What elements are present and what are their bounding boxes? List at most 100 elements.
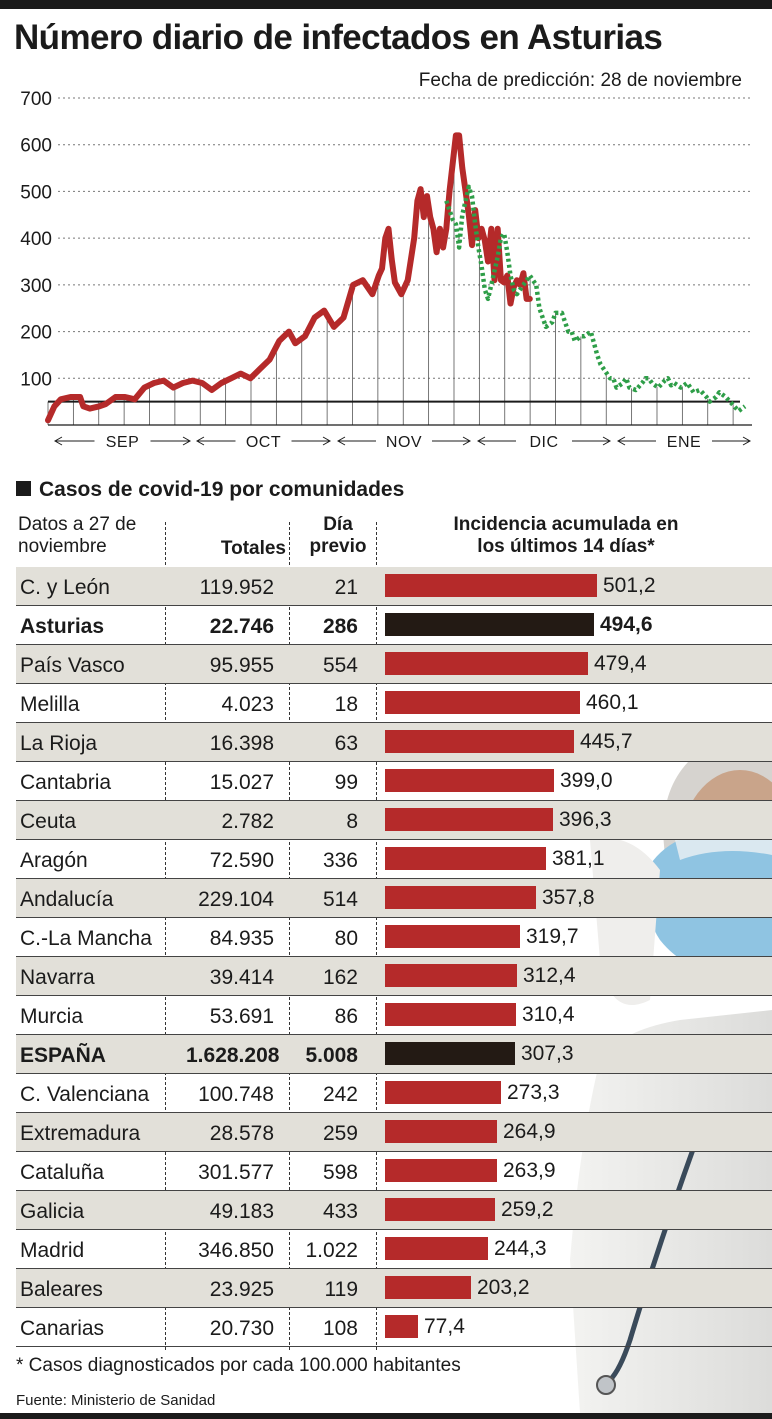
- infections-line-chart: 100 200 300 400 500 600 700 SEP OCT NOV DIC ENE: [20, 89, 752, 451]
- incidence-value: 203,2: [477, 1276, 530, 1299]
- table-row: País Vasco 95.955 554 479,4: [16, 645, 772, 684]
- community-name: C.-La Mancha: [20, 927, 152, 950]
- previous-day-cases: 80: [334, 927, 358, 950]
- arrow-right-icon: [322, 436, 332, 446]
- y-tick-label: 500: [20, 182, 52, 203]
- y-tick-label: 300: [20, 276, 52, 297]
- total-cases: 2.782: [221, 810, 274, 833]
- top-rule: [0, 0, 772, 9]
- incidence-value: 259,2: [501, 1198, 554, 1221]
- total-cases: 72.590: [209, 849, 274, 872]
- community-name: Baleares: [20, 1278, 103, 1301]
- previous-day-cases: 514: [322, 888, 358, 911]
- incidence-value: 460,1: [586, 691, 639, 714]
- section-title: Casos de covid-19 por comunidades: [16, 478, 404, 502]
- y-tick-label: 100: [20, 369, 52, 390]
- table-row: ESPAÑA 1.628.208 5.008 307,3: [16, 1035, 772, 1074]
- table-row: Aragón 72.590 336 381,1: [16, 840, 772, 879]
- bottom-rule: [0, 1413, 772, 1419]
- incidence-bar: [385, 808, 553, 831]
- square-icon: [16, 481, 31, 496]
- previous-day-cases: 242: [322, 1083, 358, 1106]
- table-row: La Rioja 16.398 63 445,7: [16, 723, 772, 762]
- incidence-value: 307,3: [521, 1042, 574, 1065]
- community-name: Andalucía: [20, 888, 114, 911]
- community-name: Madrid: [20, 1239, 85, 1262]
- incidence-bar: [385, 925, 520, 948]
- total-cases: 84.935: [209, 927, 274, 950]
- total-cases: 23.925: [209, 1278, 274, 1301]
- total-cases: 346.850: [198, 1239, 274, 1262]
- table-row: C. Valenciana 100.748 242 273,3: [16, 1074, 772, 1113]
- previous-day-cases: 8: [346, 810, 358, 833]
- arrow-right-icon: [182, 436, 192, 446]
- arrow-left-icon: [616, 436, 626, 446]
- community-name: Ceuta: [20, 810, 77, 833]
- total-cases: 301.577: [198, 1161, 274, 1184]
- community-name: Murcia: [20, 1005, 84, 1028]
- incidence-bar: [385, 1081, 501, 1104]
- table-row: Cantabria 15.027 99 399,0: [16, 762, 772, 801]
- table-row: Andalucía 229.104 514 357,8: [16, 879, 772, 918]
- community-name: Navarra: [20, 966, 95, 989]
- table-row: Cataluña 301.577 598 263,9: [16, 1152, 772, 1191]
- incidence-value: 357,8: [542, 886, 595, 909]
- month-label: OCT: [246, 434, 281, 451]
- incidence-value: 396,3: [559, 808, 612, 831]
- incidence-bar: [385, 1276, 471, 1299]
- arrow-right-icon: [602, 436, 612, 446]
- arrow-left-icon: [195, 436, 205, 446]
- previous-day-cases: 259: [322, 1122, 358, 1145]
- incidence-bar: [385, 1003, 516, 1026]
- incidence-value: 445,7: [580, 730, 633, 753]
- community-name: Cataluña: [20, 1161, 105, 1184]
- footnote: * Casos diagnosticados por cada 100.000 …: [16, 1355, 461, 1376]
- table-row: Navarra 39.414 162 312,4: [16, 957, 772, 996]
- table-row: Baleares 23.925 119 203,2: [16, 1269, 772, 1308]
- total-cases: 100.748: [198, 1083, 274, 1106]
- y-tick-label: 400: [20, 229, 52, 250]
- incidence-value: 494,6: [600, 613, 653, 636]
- observed-series-line: [45, 132, 533, 424]
- community-name: Canarias: [20, 1317, 105, 1340]
- previous-day-cases: 336: [322, 849, 358, 872]
- community-name: Melilla: [20, 693, 80, 716]
- table-row: C. y León 119.952 21 501,2: [16, 567, 772, 606]
- column-divider: [376, 522, 377, 1350]
- month-label: ENE: [667, 434, 701, 451]
- arrow-left-icon: [336, 436, 346, 446]
- community-name: Galicia: [20, 1200, 85, 1223]
- total-cases: 15.027: [209, 771, 274, 794]
- table-row: Extremadura 28.578 259 264,9: [16, 1113, 772, 1152]
- total-cases: 119.952: [199, 576, 274, 599]
- community-name: Extremadura: [20, 1122, 141, 1145]
- incidence-bar: [385, 1120, 497, 1143]
- incidence-bar: [385, 886, 536, 909]
- table-row: Madrid 346.850 1.022 244,3: [16, 1230, 772, 1269]
- total-cases: 16.398: [209, 732, 274, 755]
- total-cases: 229.104: [198, 888, 274, 911]
- column-divider: [289, 522, 290, 1350]
- total-cases: 49.183: [209, 1200, 274, 1223]
- community-name: C. Valenciana: [20, 1083, 150, 1106]
- previous-day-cases: 99: [334, 771, 358, 794]
- incidence-bar: [385, 769, 554, 792]
- table-row: Melilla 4.023 18 460,1: [16, 684, 772, 723]
- arrow-right-icon: [742, 436, 752, 446]
- total-cases: 4.023: [221, 693, 274, 716]
- header-totales: Totales: [220, 538, 286, 559]
- incidence-bar: [385, 1159, 497, 1182]
- community-name: Asturias: [20, 615, 105, 638]
- table-row: Ceuta 2.782 8 396,3: [16, 801, 772, 840]
- table-row: Canarias 20.730 108 77,4: [16, 1308, 772, 1347]
- incidence-value: 501,2: [603, 574, 656, 597]
- header-datos: Datos a 27 de noviembre: [18, 514, 137, 557]
- header-incidencia: Incidencia acumulada en los últimos 14 dí…: [453, 514, 679, 557]
- community-name: La Rioja: [20, 732, 98, 755]
- incidence-value: 264,9: [503, 1120, 556, 1143]
- previous-day-cases: 162: [322, 966, 358, 989]
- previous-day-cases: 286: [322, 615, 358, 638]
- incidence-bar: [385, 691, 580, 714]
- incidence-bar: [385, 1198, 495, 1221]
- incidence-value: 244,3: [494, 1237, 547, 1260]
